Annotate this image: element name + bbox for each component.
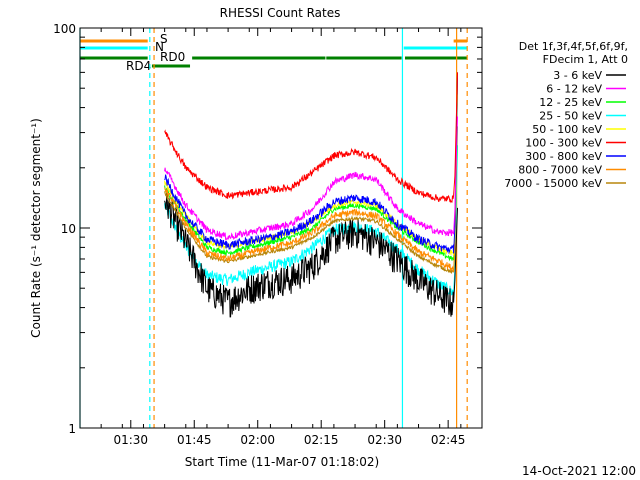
y-axis-label: Count Rate (s⁻¹ detector segment⁻¹) xyxy=(29,118,43,338)
y-tick-label: 100 xyxy=(53,22,76,36)
legend-entry-label: 25 - 50 keV xyxy=(539,110,602,123)
legend-header-line-2: FDecim 1, Att 0 xyxy=(543,53,628,66)
series-line-7 xyxy=(164,81,458,272)
y-tick-label: 1 xyxy=(68,422,76,436)
x-tick-label: 02:00 xyxy=(240,433,275,447)
series-line-8 xyxy=(164,77,458,274)
series-line-0 xyxy=(164,190,458,318)
x-axis-ticks: 01:30 01:45 02:00 02:15 02:30 02:45 xyxy=(79,28,483,447)
x-tick-label: 02:15 xyxy=(304,433,339,447)
chart-title: RHESSI Count Rates xyxy=(220,6,341,20)
legend-entry-label: 100 - 300 keV xyxy=(525,137,602,150)
x-axis-label: Start Time (11-Mar-07 01:18:02) xyxy=(185,455,379,469)
legend-entry-label: 3 - 6 keV xyxy=(553,69,602,82)
y-tick-label: 10 xyxy=(61,222,76,236)
series-line-5 xyxy=(164,72,458,204)
series-lines xyxy=(164,72,458,318)
flag-label-rd0: RD0 xyxy=(160,50,185,64)
x-tick-label: 01:45 xyxy=(177,433,212,447)
legend-header-line-1: Det 1f,3f,4f,5f,6f,9f, xyxy=(519,40,628,53)
series-line-1 xyxy=(164,116,458,242)
series-line-6 xyxy=(164,72,458,255)
x-tick-label: 01:30 xyxy=(113,433,148,447)
legend-entry-label: 7000 - 15000 keV xyxy=(504,177,602,190)
flag-label-n: N xyxy=(155,40,164,54)
legend-entry-label: 50 - 100 keV xyxy=(532,123,602,136)
flag-label-s: S xyxy=(160,32,168,46)
y-axis-ticks: 1 10 100 xyxy=(53,22,482,436)
series-line-4 xyxy=(164,94,458,256)
legend-entry-label: 800 - 7000 keV xyxy=(518,164,602,177)
flag-label-rd4: RD4 xyxy=(126,59,151,73)
x-tick-label: 02:30 xyxy=(367,433,402,447)
footer-date: 14-Oct-2021 12:00 xyxy=(522,464,636,478)
legend-entry-label: 300 - 800 keV xyxy=(525,150,602,163)
legend: Det 1f,3f,4f,5f,6f,9f, FDecim 1, Att 0 3… xyxy=(504,40,628,190)
x-tick-label: 02:45 xyxy=(431,433,466,447)
legend-entry-label: 12 - 25 keV xyxy=(539,96,602,109)
legend-entry-label: 6 - 12 keV xyxy=(546,83,602,96)
